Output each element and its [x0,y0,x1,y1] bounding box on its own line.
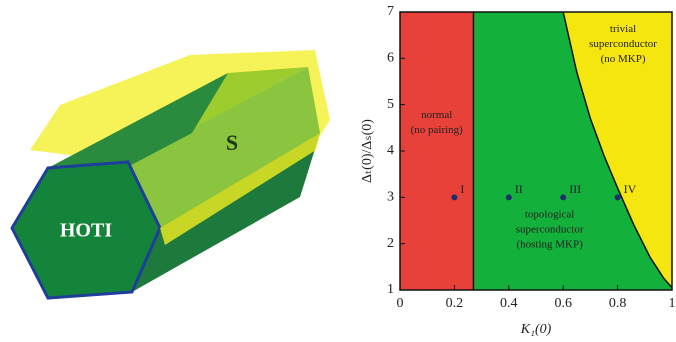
x-tick-label: 0.6 [554,296,572,311]
shell-edge [160,133,320,245]
point-label: III [569,182,581,196]
point-label: II [515,182,523,196]
region-label: (no MKP) [601,53,646,65]
region-label: trivial [610,23,636,35]
y-axis-label: Δₜ(0)/Δₛ(0) [360,119,375,183]
illustration: HOTI S [10,50,330,300]
data-point [614,194,621,201]
phase-diagram: normal (no pairing) topological superconduc… [360,4,675,337]
region-label: normal [421,109,452,121]
y-tick-label: 6 [387,51,394,66]
x-axis-label: K₁(0) [520,322,552,337]
region-label: topological [525,208,575,220]
phase-boundary [562,11,673,289]
region-label: superconductor [589,38,657,50]
y-tick-label: 2 [387,236,394,251]
hoti-label: HOTI [60,220,112,242]
region-label: (hosting MKP) [516,238,583,250]
region-label: superconductor [516,223,584,235]
y-tick-label: 1 [387,282,394,297]
y-tick-label: 4 [387,143,394,158]
region-fill [400,12,474,290]
x-tick-label: 0.2 [446,296,464,311]
x-tick-label: 0 [397,296,404,311]
upper-right-face [128,67,320,228]
y-tick-label: 7 [387,4,394,19]
data-point [451,194,458,201]
region-label: (no pairing) [411,124,464,136]
y-tick-label: 3 [387,190,394,205]
x-tick-label: 0.8 [609,296,627,311]
region-fill [563,12,672,290]
x-tick-label: 1 [669,296,676,311]
point-label: IV [624,182,637,196]
data-point [505,194,512,201]
x-tick-label: 0.4 [500,296,518,311]
point-label: I [460,182,464,196]
data-point [560,194,567,201]
s-label: S [226,130,238,155]
y-tick-label: 5 [387,97,394,112]
